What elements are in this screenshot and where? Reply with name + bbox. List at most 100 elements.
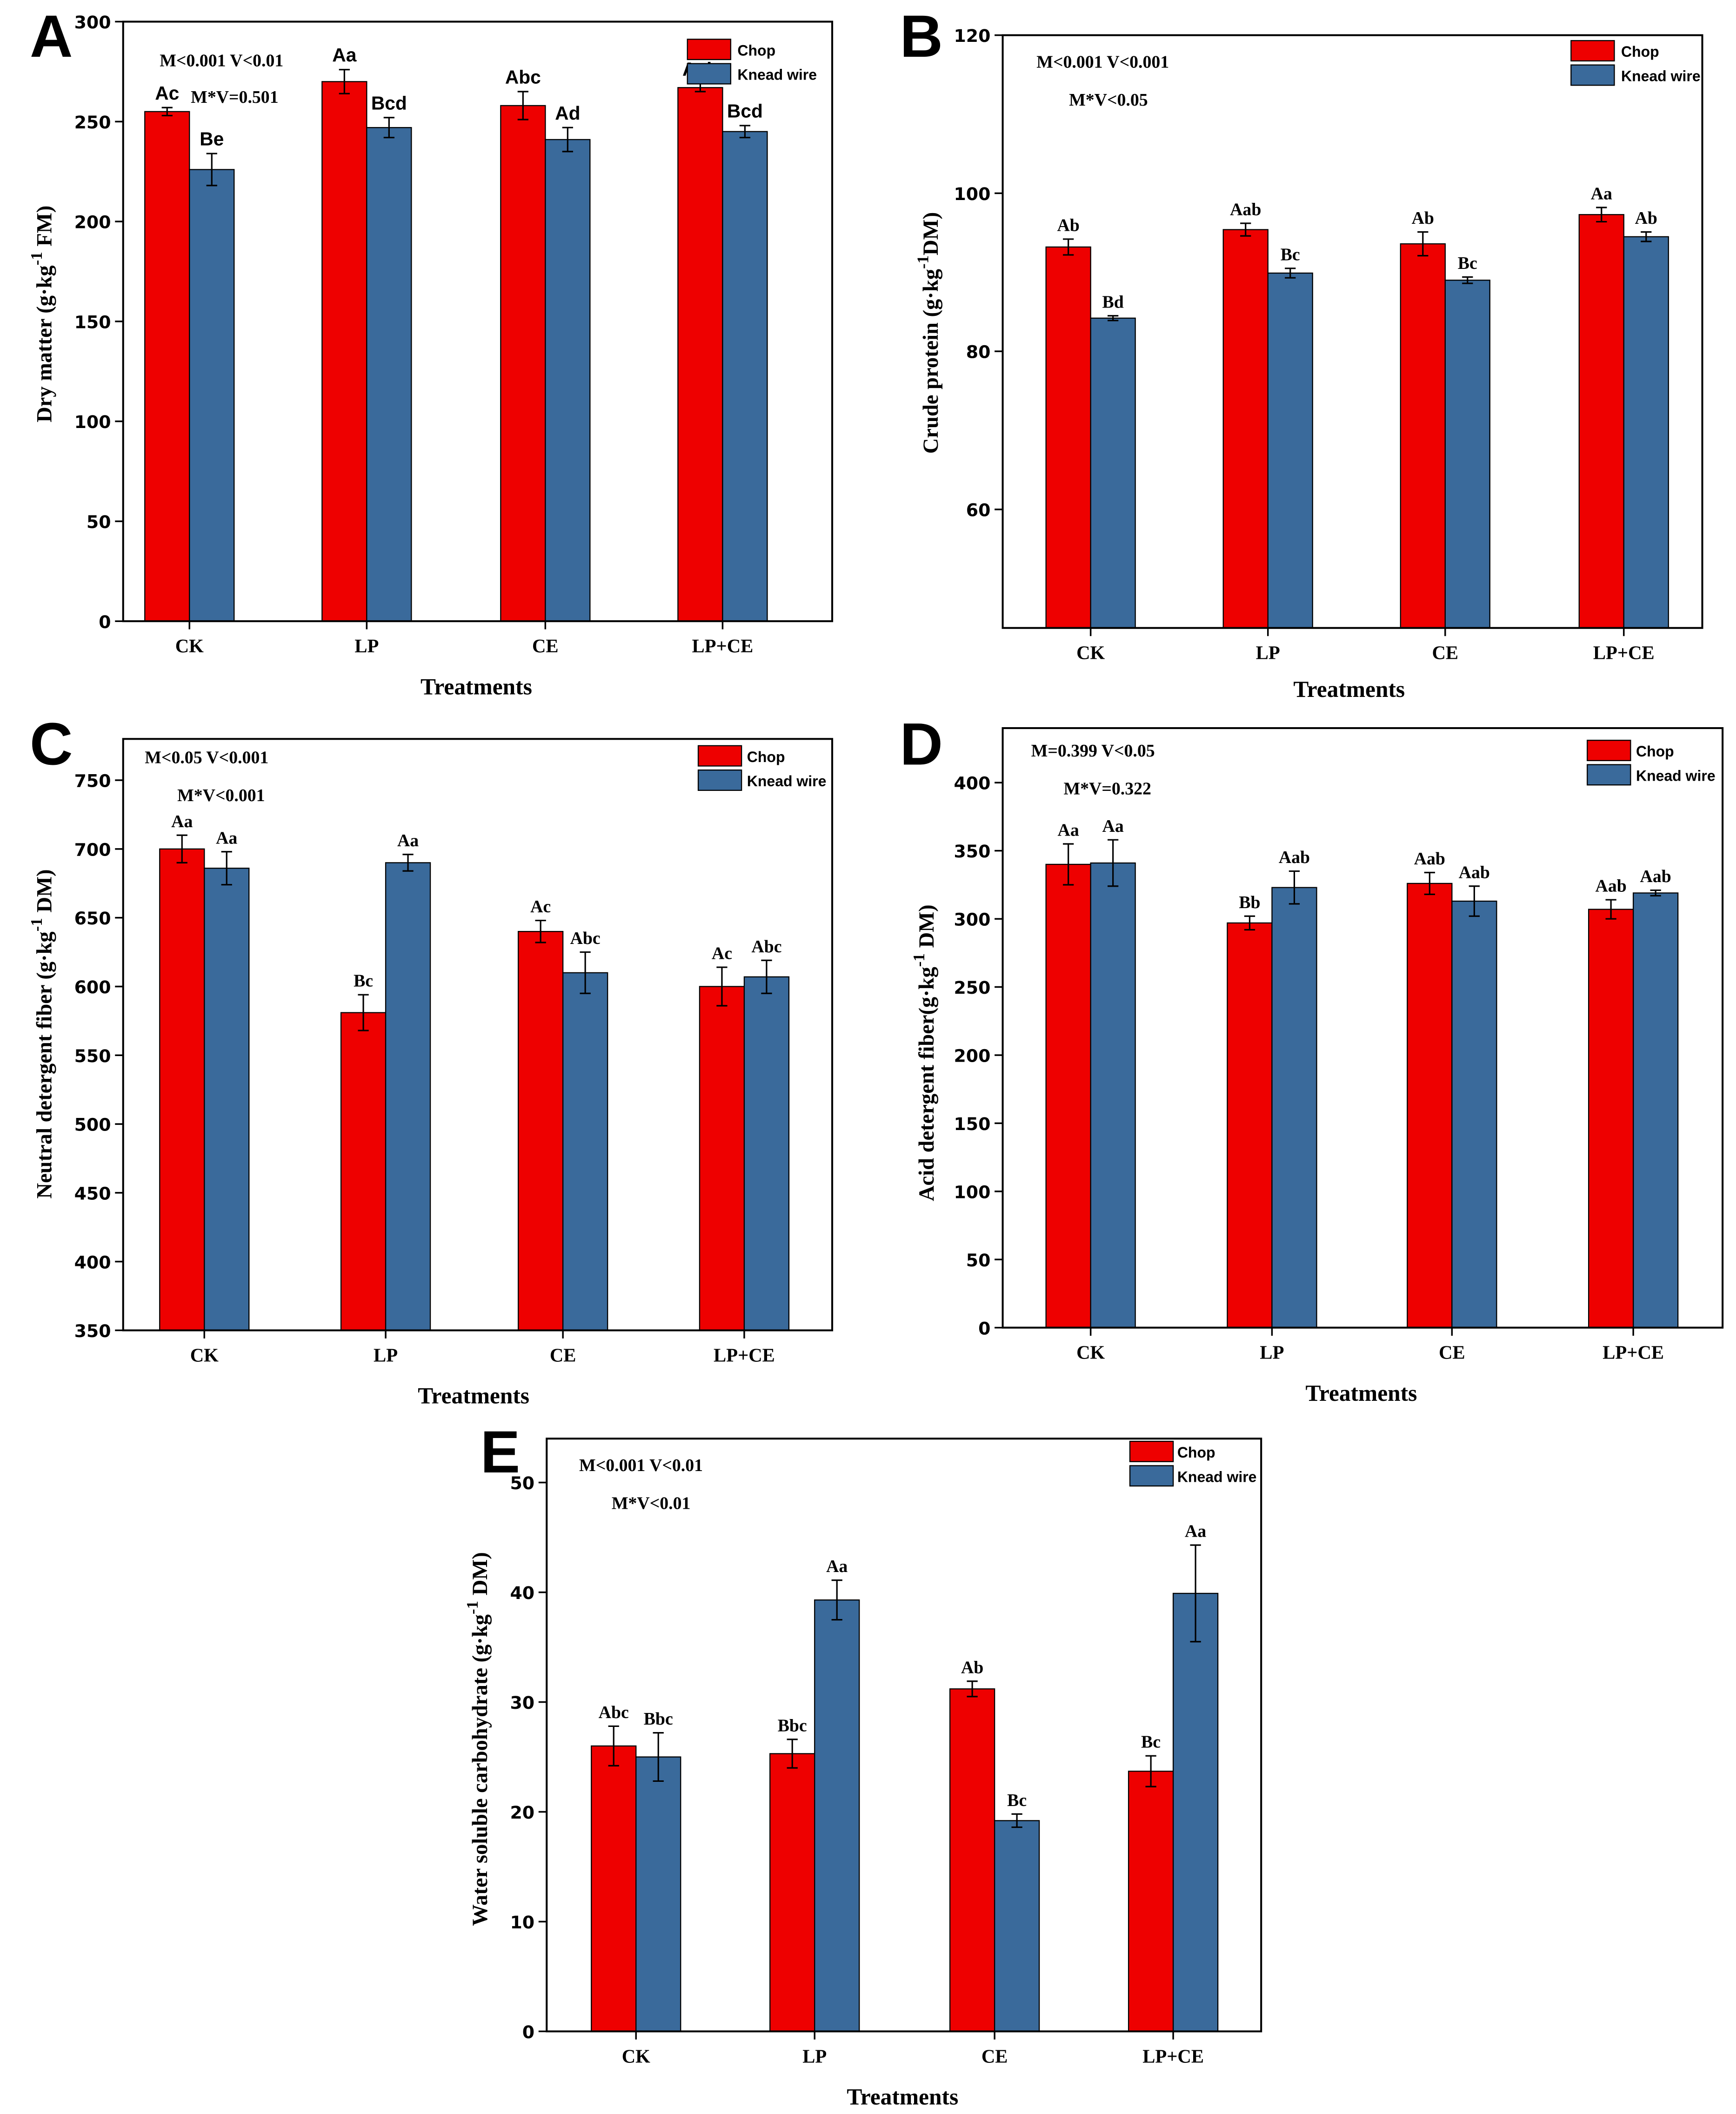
panel-e-x-label-lp-plus-ce: LP+CE: [1142, 2046, 1204, 2067]
panel-e-bar-chop-ck: [591, 1745, 637, 2032]
panel-b-bar-chop-ce: [1400, 243, 1446, 629]
panel-e-sig-letter-chop-lp: Bbc: [778, 1716, 807, 1735]
panel-a-sig-letter-chop-ce: Abc: [505, 66, 541, 87]
panel-c-bar-chop-lp: [340, 1012, 387, 1331]
panel-b-x-label-lp-plus-ce: LP+CE: [1593, 642, 1655, 663]
panel-d-bars: Aa Bb Aab Aab Aa Aab Aab Aab: [1045, 816, 1679, 1328]
panel-a-bar-chop-lp-plus-ce: [677, 87, 723, 622]
panel-c-sig-letter-chop-lp: Bc: [354, 971, 373, 991]
panel-a-y-tick-label: 200: [74, 212, 111, 233]
panel-c-y-tick-label: 350: [74, 1321, 111, 1341]
legend-swatch-chop: [1587, 740, 1631, 762]
panel-b-y-ticks: 60 80 100 120: [954, 26, 1003, 520]
panel-c-y-tick-label: 650: [74, 908, 111, 929]
panel-e-bar-knead-wire-ce: [994, 1820, 1040, 2032]
panel-a-x-label-lp-plus-ce: LP+CE: [692, 636, 753, 656]
panel-c-plot-frame: [122, 738, 834, 1331]
panel-b-sig-letter-knead-wire-ck: Bd: [1102, 292, 1124, 312]
panel-a: A AcAaAbcAabBeBcdAdBcd 05010015020025030…: [27, 3, 834, 699]
panel-e-x-labels: CK LP CE LP+CE: [622, 2031, 1204, 2067]
panel-a-bar-knead-wire-ce: [545, 139, 591, 622]
panel-b-x-label-lp: LP: [1256, 642, 1280, 663]
panel-c-y-tick-label: 400: [74, 1252, 111, 1272]
panel-a-y-title: Dry matter (g·kg-1 FM): [27, 206, 56, 422]
panel-e: E Abc Bbc Ab Bc Bbc Aa Bc Aa 0 10 20 30 40 50 CK LP CE…: [463, 1419, 1262, 2109]
panel-e-sig-letter-chop-lp-plus-ce: Bc: [1141, 1733, 1161, 1752]
panel-d-bar-chop-ce: [1407, 883, 1453, 1328]
legend-label-chop: Chop: [1636, 743, 1674, 760]
legend-label-knead: Knead wire: [747, 773, 827, 789]
panel-b: B Ab Aab Ab Aa Bd Bc Bc Ab 60 80 100 120 CK LP CE LP+…: [900, 3, 1703, 702]
panel-e-bar-chop-lp: [769, 1753, 815, 2032]
panel-a-stat-interaction: M*V=0.501: [191, 87, 278, 107]
panel-d-letter: D: [900, 711, 942, 778]
panel-c-sig-letter-knead-wire-lp: Aa: [397, 831, 419, 850]
panel-c-bar-chop-lp-plus-ce: [699, 986, 745, 1331]
panel-d-sig-letter-knead-wire-ce: Aab: [1459, 863, 1490, 882]
panel-d-x-labels: CK LP CE LP+CE: [1076, 1327, 1664, 1363]
panel-b-stat-main: M<0.001 V<0.001: [1036, 52, 1169, 72]
panel-e-x-label-ck: CK: [622, 2046, 650, 2067]
panel-e-x-title: Treatments: [847, 2084, 958, 2109]
panel-e-sig-letter-knead-wire-ce: Bc: [1007, 1791, 1027, 1810]
panel-b-bars: Ab Aab Ab Aa Bd Bc Bc Ab: [1045, 184, 1669, 629]
panel-d-y-tick-label: 350: [954, 841, 990, 862]
panel-a-sig-letter-chop-ck: Ac: [155, 82, 179, 104]
panel-c-bar-knead-wire-ck: [204, 868, 250, 1331]
panel-e-y-tick-label: 0: [522, 2022, 534, 2042]
panel-d-y-tick-label: 300: [954, 910, 990, 930]
panel-d-bar-knead-wire-ck: [1090, 862, 1136, 1328]
panel-c-bar-knead-wire-ce: [562, 972, 608, 1331]
panel-c-bar-knead-wire-lp-plus-ce: [743, 976, 790, 1331]
panel-e-x-label-lp: LP: [802, 2046, 827, 2067]
panel-c-y-tick-label: 450: [74, 1183, 111, 1204]
panel-c-sig-letter-knead-wire-ce: Abc: [570, 929, 601, 948]
panel-a-y-tick-label: 250: [74, 112, 111, 133]
panel-e-bar-knead-wire-lp: [814, 1599, 860, 2032]
panel-b-sig-letter-chop-lp-plus-ce: Aa: [1591, 184, 1612, 204]
panel-b-bar-knead-wire-ck: [1090, 317, 1136, 629]
panel-a-y-tick-label: 300: [74, 12, 111, 33]
panel-c-sig-letter-knead-wire-lp-plus-ce: Abc: [751, 937, 781, 957]
panel-d-y-tick-label: 200: [954, 1046, 990, 1066]
panel-d-stat-interaction: M*V=0.322: [1063, 779, 1151, 799]
panel-b-sig-letter-chop-ce: Ab: [1412, 208, 1434, 228]
legend-label-knead: Knead wire: [1636, 767, 1716, 784]
panel-e-legend: Chop Knead wire: [1129, 1440, 1256, 1487]
panel-c-stat-interaction: M*V<0.001: [177, 786, 265, 805]
legend-swatch-chop: [1129, 1440, 1174, 1462]
panel-e-bar-chop-ce: [949, 1688, 995, 2032]
panel-d-bar-chop-lp: [1227, 922, 1273, 1328]
legend-label-chop: Chop: [1177, 1444, 1215, 1461]
panel-b-sig-letter-chop-ck: Ab: [1057, 215, 1079, 235]
panel-b-sig-letter-knead-wire-ce: Bc: [1458, 254, 1477, 273]
panel-e-plot-frame: [546, 1438, 1262, 2033]
panel-b-y-tick-label: 80: [966, 342, 991, 362]
panel-c-legend: Chop Knead wire: [697, 745, 827, 791]
legend-label-chop: Chop: [1621, 43, 1659, 60]
panel-a-x-label-ce: CE: [532, 636, 559, 656]
panel-b-plot-frame: [1002, 34, 1703, 629]
panel-c-letter: C: [30, 711, 73, 778]
panel-c-bar-knead-wire-lp: [385, 862, 431, 1331]
legend-label-knead: Knead wire: [737, 67, 817, 83]
panel-c-y-tick-label: 700: [74, 839, 111, 860]
panel-c-y-tick-label: 550: [74, 1046, 111, 1066]
panel-b-sig-letter-chop-lp: Aab: [1230, 200, 1261, 220]
panel-e-x-label-ce: CE: [982, 2046, 1008, 2067]
panel-b-sig-letter-knead-wire-lp: Bc: [1281, 245, 1300, 264]
panel-c-x-label-lp-plus-ce: LP+CE: [714, 1345, 775, 1365]
panel-a-bar-chop-ck: [144, 111, 190, 622]
panel-a-bar-chop-ce: [500, 105, 546, 622]
legend-swatch-knead: [1570, 64, 1615, 86]
legend-swatch-chop: [687, 39, 732, 60]
panel-d-y-tick-label: 50: [966, 1250, 991, 1271]
legend-swatch-chop: [1570, 40, 1615, 62]
panel-b-x-label-ce: CE: [1432, 642, 1459, 663]
panel-c-y-tick-label: 500: [74, 1115, 111, 1135]
panel-a-y-ticks: 0 50 100 150 200 250 300: [74, 12, 123, 632]
panel-a-plot-frame: [122, 20, 834, 622]
panel-a-bar-knead-wire-lp-plus-ce: [722, 131, 768, 622]
panel-d-bar-knead-wire-lp: [1271, 887, 1317, 1328]
